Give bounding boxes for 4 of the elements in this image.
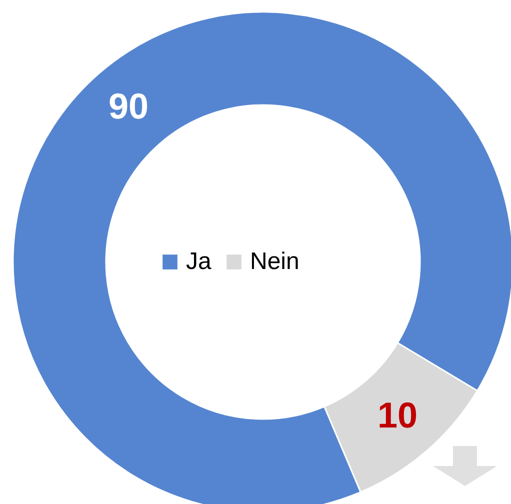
- legend-label: Nein: [250, 248, 300, 275]
- legend-label: Ja: [186, 248, 212, 275]
- data-label: 10: [377, 394, 418, 436]
- data-label: 90: [108, 85, 149, 126]
